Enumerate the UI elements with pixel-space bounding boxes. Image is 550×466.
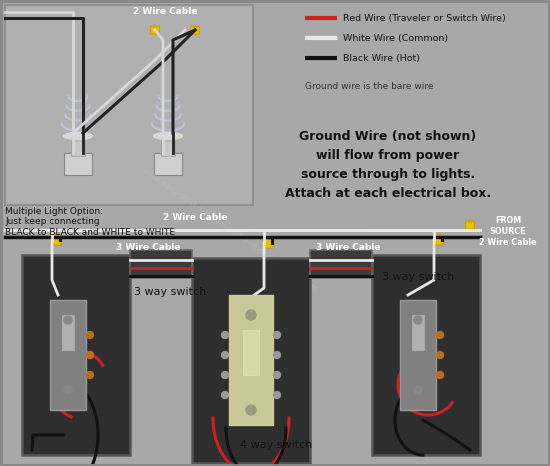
- FancyBboxPatch shape: [262, 239, 273, 248]
- Circle shape: [86, 371, 94, 378]
- Circle shape: [437, 351, 443, 358]
- Text: 2 Wire Cable: 2 Wire Cable: [133, 7, 197, 16]
- Text: 2 Wire Cable: 2 Wire Cable: [163, 213, 227, 222]
- Text: 3 Wire Cable: 3 Wire Cable: [116, 243, 180, 252]
- Bar: [372, 255, 480, 455]
- Polygon shape: [193, 24, 197, 27]
- FancyBboxPatch shape: [190, 26, 200, 34]
- Bar: [229, 295, 273, 425]
- Text: 3 way switch: 3 way switch: [382, 272, 454, 282]
- Circle shape: [437, 331, 443, 338]
- Polygon shape: [265, 236, 271, 240]
- Circle shape: [64, 316, 72, 324]
- Circle shape: [273, 331, 281, 338]
- Text: 3 Wire Cable: 3 Wire Cable: [316, 243, 380, 252]
- Bar: [64, 153, 92, 175]
- Circle shape: [273, 371, 281, 378]
- Circle shape: [64, 386, 72, 394]
- Bar: [161, 138, 175, 156]
- Bar: [62, 315, 74, 350]
- Polygon shape: [468, 219, 472, 222]
- Polygon shape: [53, 233, 59, 236]
- Circle shape: [437, 371, 443, 378]
- Ellipse shape: [62, 131, 94, 141]
- Text: 3 way switch: 3 way switch: [134, 287, 206, 297]
- Circle shape: [273, 351, 281, 358]
- Text: www.easy-do-it-yourself-home-improvements.com: www.easy-do-it-yourself-home-improvement…: [141, 165, 320, 295]
- Text: Ground wire is the bare wire: Ground wire is the bare wire: [305, 82, 433, 91]
- Circle shape: [414, 316, 422, 324]
- Bar: [412, 315, 424, 350]
- Circle shape: [222, 391, 228, 398]
- Bar: [192, 258, 310, 463]
- Text: Red Wire (Traveler or Switch Wire): Red Wire (Traveler or Switch Wire): [343, 14, 506, 22]
- Circle shape: [222, 351, 228, 358]
- Bar: [5, 5, 253, 205]
- FancyBboxPatch shape: [465, 221, 475, 229]
- FancyBboxPatch shape: [151, 26, 160, 34]
- Ellipse shape: [152, 131, 184, 141]
- Bar: [310, 250, 372, 278]
- Bar: [400, 300, 436, 410]
- Circle shape: [222, 371, 228, 378]
- Circle shape: [246, 310, 256, 320]
- Text: FROM
SOURCE
2 Wire Cable: FROM SOURCE 2 Wire Cable: [479, 216, 537, 247]
- Text: 4 way switch: 4 way switch: [240, 440, 312, 450]
- Bar: [154, 153, 182, 175]
- Circle shape: [86, 331, 94, 338]
- Polygon shape: [153, 24, 157, 27]
- Circle shape: [86, 351, 94, 358]
- Bar: [71, 138, 85, 156]
- Polygon shape: [435, 233, 441, 236]
- FancyBboxPatch shape: [51, 235, 62, 245]
- Text: Black Wire (Hot): Black Wire (Hot): [343, 54, 420, 62]
- Text: Multiple Light Option:
Just keep connecting
BLACK to BLACK and WHITE to WHITE: Multiple Light Option: Just keep connect…: [5, 207, 175, 237]
- Text: Ground Wire (not shown)
will flow from power
source through to lights.
Attach at: Ground Wire (not shown) will flow from p…: [285, 130, 491, 200]
- FancyBboxPatch shape: [432, 235, 443, 245]
- Bar: [22, 255, 130, 455]
- Circle shape: [246, 405, 256, 415]
- Circle shape: [273, 391, 281, 398]
- Bar: [243, 330, 259, 375]
- Circle shape: [222, 331, 228, 338]
- Circle shape: [414, 386, 422, 394]
- Text: White Wire (Common): White Wire (Common): [343, 34, 448, 42]
- Bar: [50, 300, 86, 410]
- Bar: [130, 250, 192, 278]
